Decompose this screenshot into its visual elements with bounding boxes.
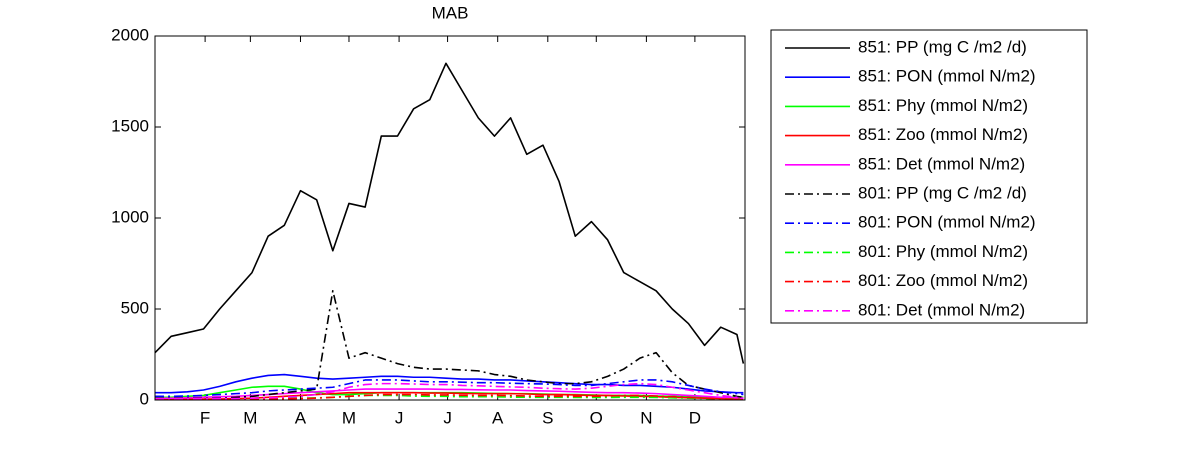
series-line (155, 379, 744, 398)
chart-title: MAB (432, 3, 469, 22)
x-tick-label: M (243, 408, 257, 427)
legend-label: 851: PON (mmol N/m2) (858, 67, 1036, 86)
legend-box (770, 29, 1088, 324)
series-line (154, 62, 745, 364)
legend-label: 851: Det (mmol N/m2) (858, 154, 1025, 173)
x-tick-label: S (542, 408, 553, 427)
y-tick-label: 1000 (111, 207, 149, 226)
legend-label: 851: PP (mg C /m2 /d) (858, 37, 1027, 56)
x-tick-label: M (342, 408, 356, 427)
series-line (155, 373, 744, 394)
x-tick-label: J (395, 408, 404, 427)
y-tick-label: 500 (121, 298, 149, 317)
series-line (155, 290, 744, 399)
plot-frame (154, 35, 746, 401)
series-line (155, 382, 744, 400)
y-tick-label: 0 (140, 389, 149, 408)
x-tick-label: O (590, 408, 603, 427)
x-tick-label: A (295, 408, 307, 427)
legend-label: 851: Zoo (mmol N/m2) (858, 125, 1028, 144)
x-tick-label: A (492, 408, 504, 427)
legend-label: 801: Phy (mmol N/m2) (858, 242, 1028, 261)
legend-label: 801: PP (mg C /m2 /d) (858, 183, 1027, 202)
legend-label: 801: Det (mmol N/m2) (858, 300, 1025, 319)
x-tick-label: D (689, 408, 701, 427)
legend-label: 801: Zoo (mmol N/m2) (858, 271, 1028, 290)
legend-label: 851: Phy (mmol N/m2) (858, 96, 1028, 115)
legend-label: 801: PON (mmol N/m2) (858, 213, 1036, 232)
series-line (155, 393, 744, 401)
x-tick-label: F (200, 408, 210, 427)
y-tick-label: 1500 (111, 116, 149, 135)
x-tick-label: J (443, 408, 452, 427)
y-tick-label: 2000 (111, 25, 149, 44)
x-tick-label: N (640, 408, 652, 427)
